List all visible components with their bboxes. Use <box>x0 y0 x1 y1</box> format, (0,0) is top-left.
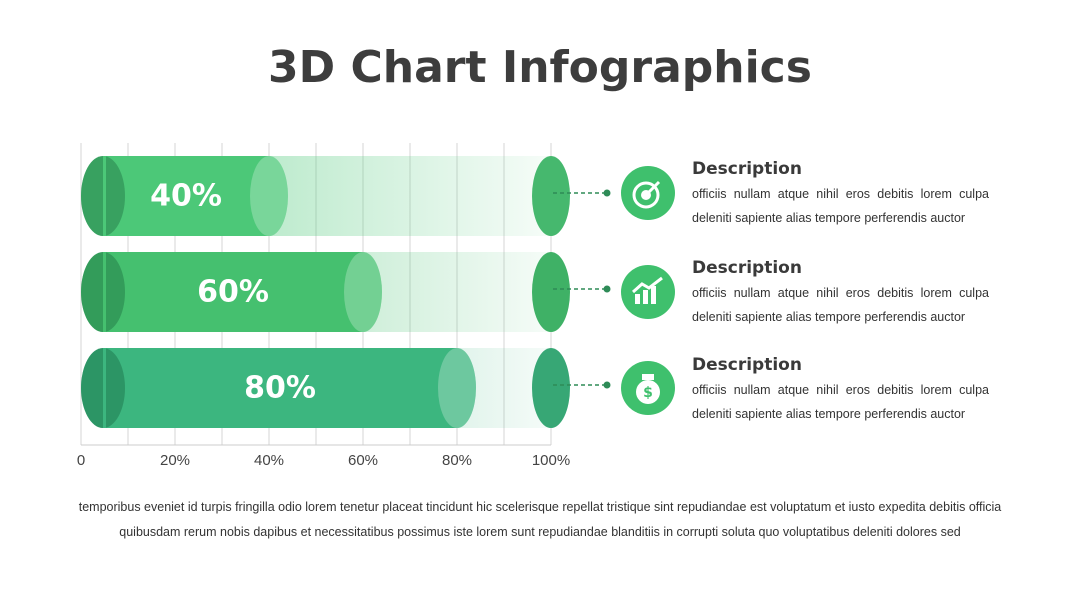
description-title: Description <box>692 355 802 375</box>
bar-body-front <box>103 348 106 428</box>
description: Description officiis nullam atque nihil e… <box>692 257 989 329</box>
bar-end-cap-shade <box>532 156 570 236</box>
bar-value-cap <box>344 252 382 332</box>
description: Description officiis nullam atque nihil e… <box>692 354 989 426</box>
description-title: Description <box>692 258 802 278</box>
description-text: officiis nullam atque nihil eros debitis… <box>692 187 989 225</box>
bar-value-cap <box>250 156 288 236</box>
x-tick-label: 0 <box>77 452 85 469</box>
x-tick-label: 80% <box>442 452 472 469</box>
chart-title: 3D Chart Infographics <box>268 42 812 93</box>
connector-dot <box>603 189 611 197</box>
bar-value-cap-light <box>344 252 382 332</box>
bar-end-cap-shade <box>532 252 570 332</box>
value-label: 40% <box>150 179 222 214</box>
bar-end-cap-shade <box>532 348 570 428</box>
svg-text:$: $ <box>643 385 653 401</box>
bar-end-cap <box>532 252 570 332</box>
description-title: Description <box>692 159 802 179</box>
connector-dot <box>603 381 611 389</box>
footer-text: temporibus eveniet id turpis fringilla o… <box>78 500 1002 539</box>
value-label: 60% <box>197 275 269 310</box>
x-tick-label: 40% <box>254 452 284 469</box>
bar-body-front <box>103 156 106 236</box>
connector-dot <box>603 285 611 293</box>
description-text: officiis nullam atque nihil eros debitis… <box>692 383 989 421</box>
description: Description officiis nullam atque nihil e… <box>692 158 989 230</box>
bar-body-front <box>103 252 106 332</box>
bar-value-cap <box>438 348 476 428</box>
bar <box>103 348 457 428</box>
value-label: 80% <box>244 371 316 406</box>
bar-end-cap <box>532 348 570 428</box>
bar-value-cap-light <box>250 156 288 236</box>
bar-value-cap-light <box>438 348 476 428</box>
x-tick-label: 100% <box>532 452 570 469</box>
x-tick-label: 60% <box>348 452 378 469</box>
description-text: officiis nullam atque nihil eros debitis… <box>692 286 989 324</box>
bar <box>103 156 269 236</box>
x-tick-label: 20% <box>160 452 190 469</box>
bar <box>103 252 363 332</box>
icons: $ <box>621 166 675 415</box>
bar-end-cap <box>532 156 570 236</box>
